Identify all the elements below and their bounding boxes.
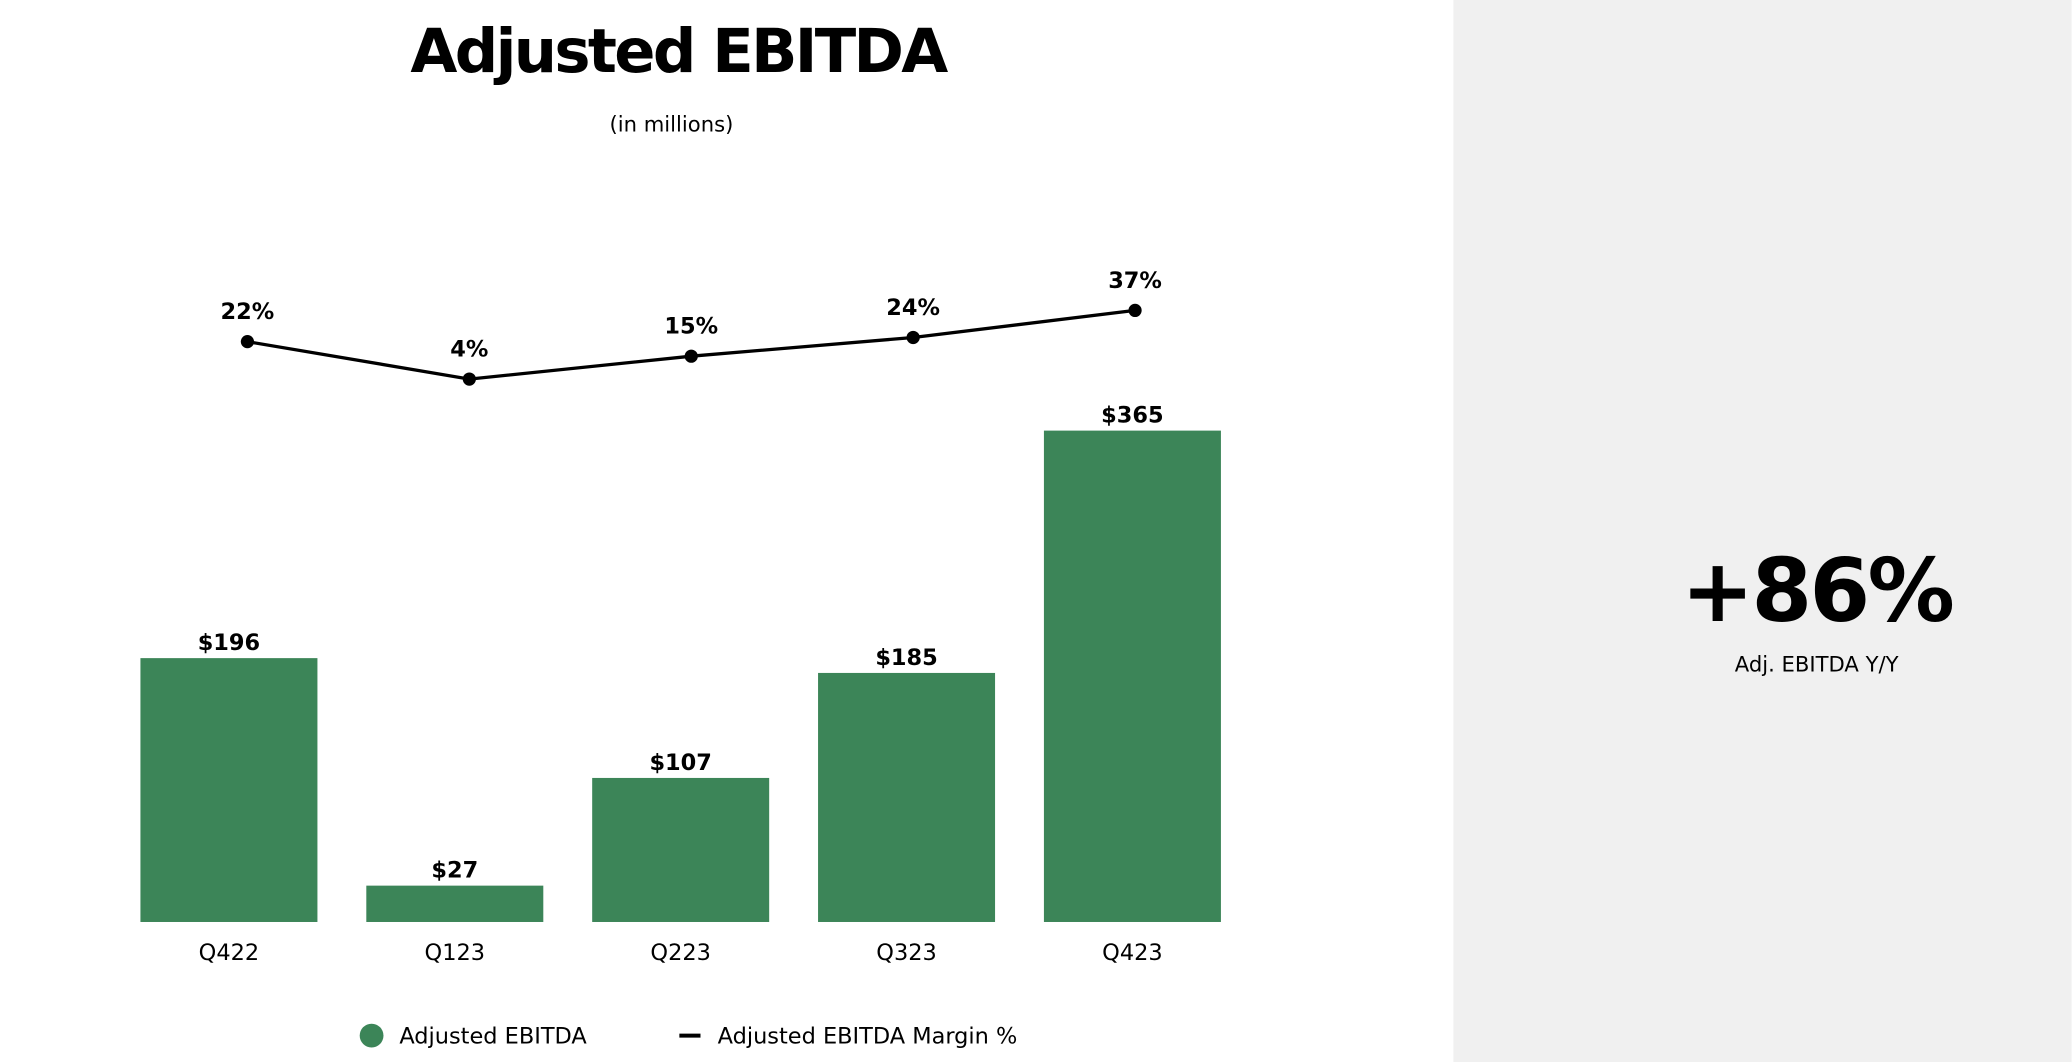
data-label: 22% [221, 299, 275, 325]
line-point [462, 372, 476, 386]
data-label: 24% [886, 295, 940, 321]
data-label: $185 [875, 645, 937, 671]
kpi-value: +86% [1681, 540, 1952, 642]
bar [366, 885, 544, 922]
line-point [240, 335, 255, 349]
data-label: $107 [649, 750, 711, 776]
legend-swatch [359, 1023, 384, 1048]
data-label: $27 [431, 858, 478, 884]
line-point [1128, 303, 1142, 318]
line-point [906, 330, 920, 345]
bar [140, 658, 318, 922]
x-tick-label: Q123 [425, 940, 486, 966]
data-label: $365 [1101, 403, 1163, 429]
legend-label: Adjusted EBITDA [399, 1023, 587, 1049]
chart-title: Adjusted EBITDA [410, 17, 948, 87]
data-label: 15% [664, 314, 718, 340]
bar [818, 672, 996, 922]
chart-subtitle: (in millions) [610, 111, 734, 136]
bar [592, 777, 770, 922]
data-label: 37% [1108, 268, 1162, 294]
x-tick-label: Q423 [1102, 940, 1163, 966]
kpi-label: Adj. EBITDA Y/Y [1735, 652, 1899, 677]
x-tick-label: Q422 [199, 940, 260, 966]
line-point [684, 349, 698, 363]
data-label: $196 [198, 630, 260, 656]
side-panel [1453, 0, 2072, 1062]
bar [1043, 430, 1221, 922]
legend-label: Adjusted EBITDA Margin % [718, 1023, 1018, 1049]
data-label: 4% [450, 337, 488, 363]
x-tick-label: Q223 [650, 940, 710, 966]
x-tick-label: Q323 [876, 940, 937, 966]
